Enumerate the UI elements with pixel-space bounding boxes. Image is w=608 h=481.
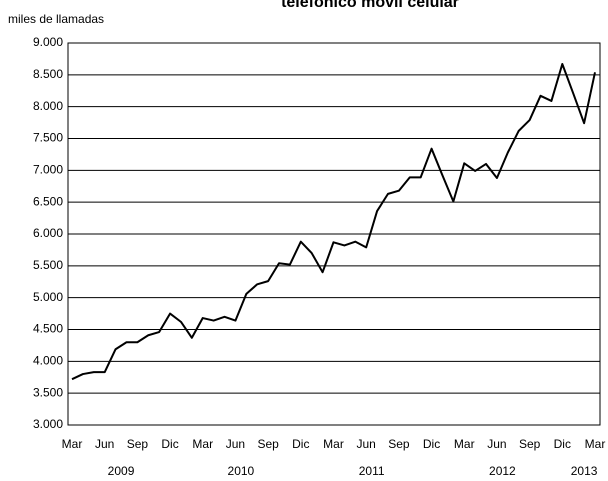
x-tick-label: Mar [192, 437, 213, 451]
chart-title: telefónico móvil celular [281, 0, 459, 11]
x-tick-label: Dic [161, 437, 178, 451]
y-tick-label: 4.500 [33, 322, 63, 336]
y-tick-label: 7.000 [33, 163, 63, 177]
x-year-label: 2012 [489, 464, 516, 478]
line-series [71, 63, 596, 381]
x-tick-label: Sep [388, 437, 410, 451]
x-tick-label: Jun [487, 437, 506, 451]
x-tick-label: Dic [292, 437, 309, 451]
plot-frame [67, 42, 601, 426]
x-tick-label: Dic [423, 437, 440, 451]
y-tick-label: 6.000 [33, 226, 63, 240]
x-tick-label: Jun [357, 437, 376, 451]
x-tick-label: Sep [257, 437, 279, 451]
y-tick-label: 4.000 [33, 354, 63, 368]
x-tick-label: Jun [226, 437, 245, 451]
x-tick-label: Jun [95, 437, 114, 451]
x-tick-label: Dic [554, 437, 571, 451]
x-year-label: 2010 [228, 464, 255, 478]
y-tick-label: 8.000 [33, 99, 63, 113]
x-tick-label: Sep [519, 437, 541, 451]
y-tick-label: 6.500 [33, 194, 63, 208]
x-tick-label: Sep [127, 437, 149, 451]
x-year-label: 2009 [108, 464, 135, 478]
y-axis-label: miles de llamadas [8, 12, 104, 26]
x-year-label: 2013 [571, 464, 598, 478]
y-tick-label: 5.500 [33, 258, 63, 272]
y-tick-label: 7.500 [33, 131, 63, 145]
x-tick-label: Mar [454, 437, 475, 451]
y-tick-label: 8.500 [33, 67, 63, 81]
x-tick-label: Mar [323, 437, 344, 451]
y-tick-label: 3.000 [33, 417, 63, 431]
y-tick-label: 3.500 [33, 385, 63, 399]
x-tick-label: Mar [62, 437, 83, 451]
x-tick-label: Mar [585, 437, 606, 451]
y-tick-label: 9.000 [33, 35, 63, 49]
x-year-label: 2011 [359, 464, 385, 478]
y-tick-label: 5.000 [33, 290, 63, 304]
